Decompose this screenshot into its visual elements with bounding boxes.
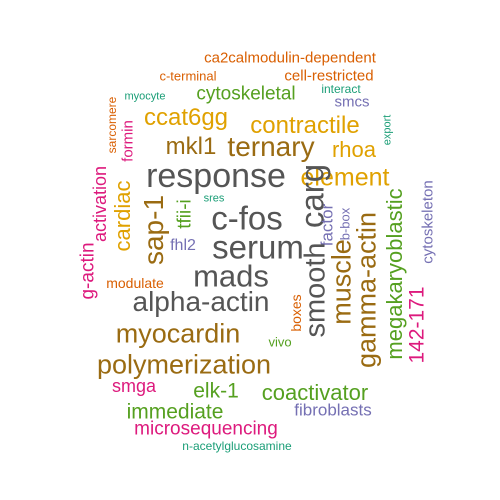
word: mads bbox=[193, 258, 269, 294]
word: formin bbox=[119, 120, 137, 162]
word: polymerization bbox=[96, 349, 272, 380]
word: immediate bbox=[126, 400, 224, 424]
word: smcs bbox=[334, 93, 370, 111]
word: cytoskeletal bbox=[196, 83, 296, 105]
word: ternary bbox=[227, 131, 315, 162]
word: ca2calmodulin-dependent bbox=[204, 49, 376, 67]
word: fibroblasts bbox=[294, 400, 372, 420]
word: megakaryoblastic bbox=[382, 188, 407, 360]
word: myocardin bbox=[115, 318, 241, 349]
word: 142-171 bbox=[405, 286, 429, 364]
word: modulate bbox=[106, 275, 164, 291]
word: myocyte bbox=[124, 90, 166, 103]
word: alpha-actin bbox=[132, 286, 270, 317]
word: gamma-actin bbox=[351, 211, 382, 369]
word: boxes bbox=[288, 294, 304, 332]
word: contractile bbox=[250, 112, 360, 139]
word: sarcomere bbox=[105, 96, 119, 154]
word: serum bbox=[212, 228, 304, 266]
word: cell-restricted bbox=[284, 67, 374, 85]
word: c-fos bbox=[211, 199, 283, 237]
word: cytoskeleton bbox=[419, 180, 437, 264]
word: vivo bbox=[268, 334, 292, 350]
word: mkl1 bbox=[165, 133, 217, 160]
word: n-acetylglucosamine bbox=[182, 439, 292, 453]
word: export bbox=[381, 114, 394, 146]
word: sres bbox=[203, 192, 225, 205]
word: sap-1 bbox=[138, 194, 169, 266]
word: elk-1 bbox=[193, 379, 239, 403]
word: rhoa bbox=[331, 137, 377, 162]
word: coactivator bbox=[261, 380, 369, 405]
word: fhl2 bbox=[170, 237, 196, 254]
word: activation bbox=[90, 165, 110, 243]
word: element bbox=[300, 163, 390, 192]
word: cardiac bbox=[110, 180, 135, 252]
word: tfii-i bbox=[174, 199, 196, 229]
word: response bbox=[146, 157, 286, 195]
word: interact bbox=[321, 82, 361, 96]
word: microsequencing bbox=[134, 418, 278, 440]
word: smga bbox=[111, 376, 157, 396]
word: g-actin bbox=[77, 242, 99, 300]
word: ccat6gg bbox=[143, 104, 229, 131]
word: c-terminal bbox=[159, 68, 217, 84]
word: b-box bbox=[337, 207, 353, 241]
